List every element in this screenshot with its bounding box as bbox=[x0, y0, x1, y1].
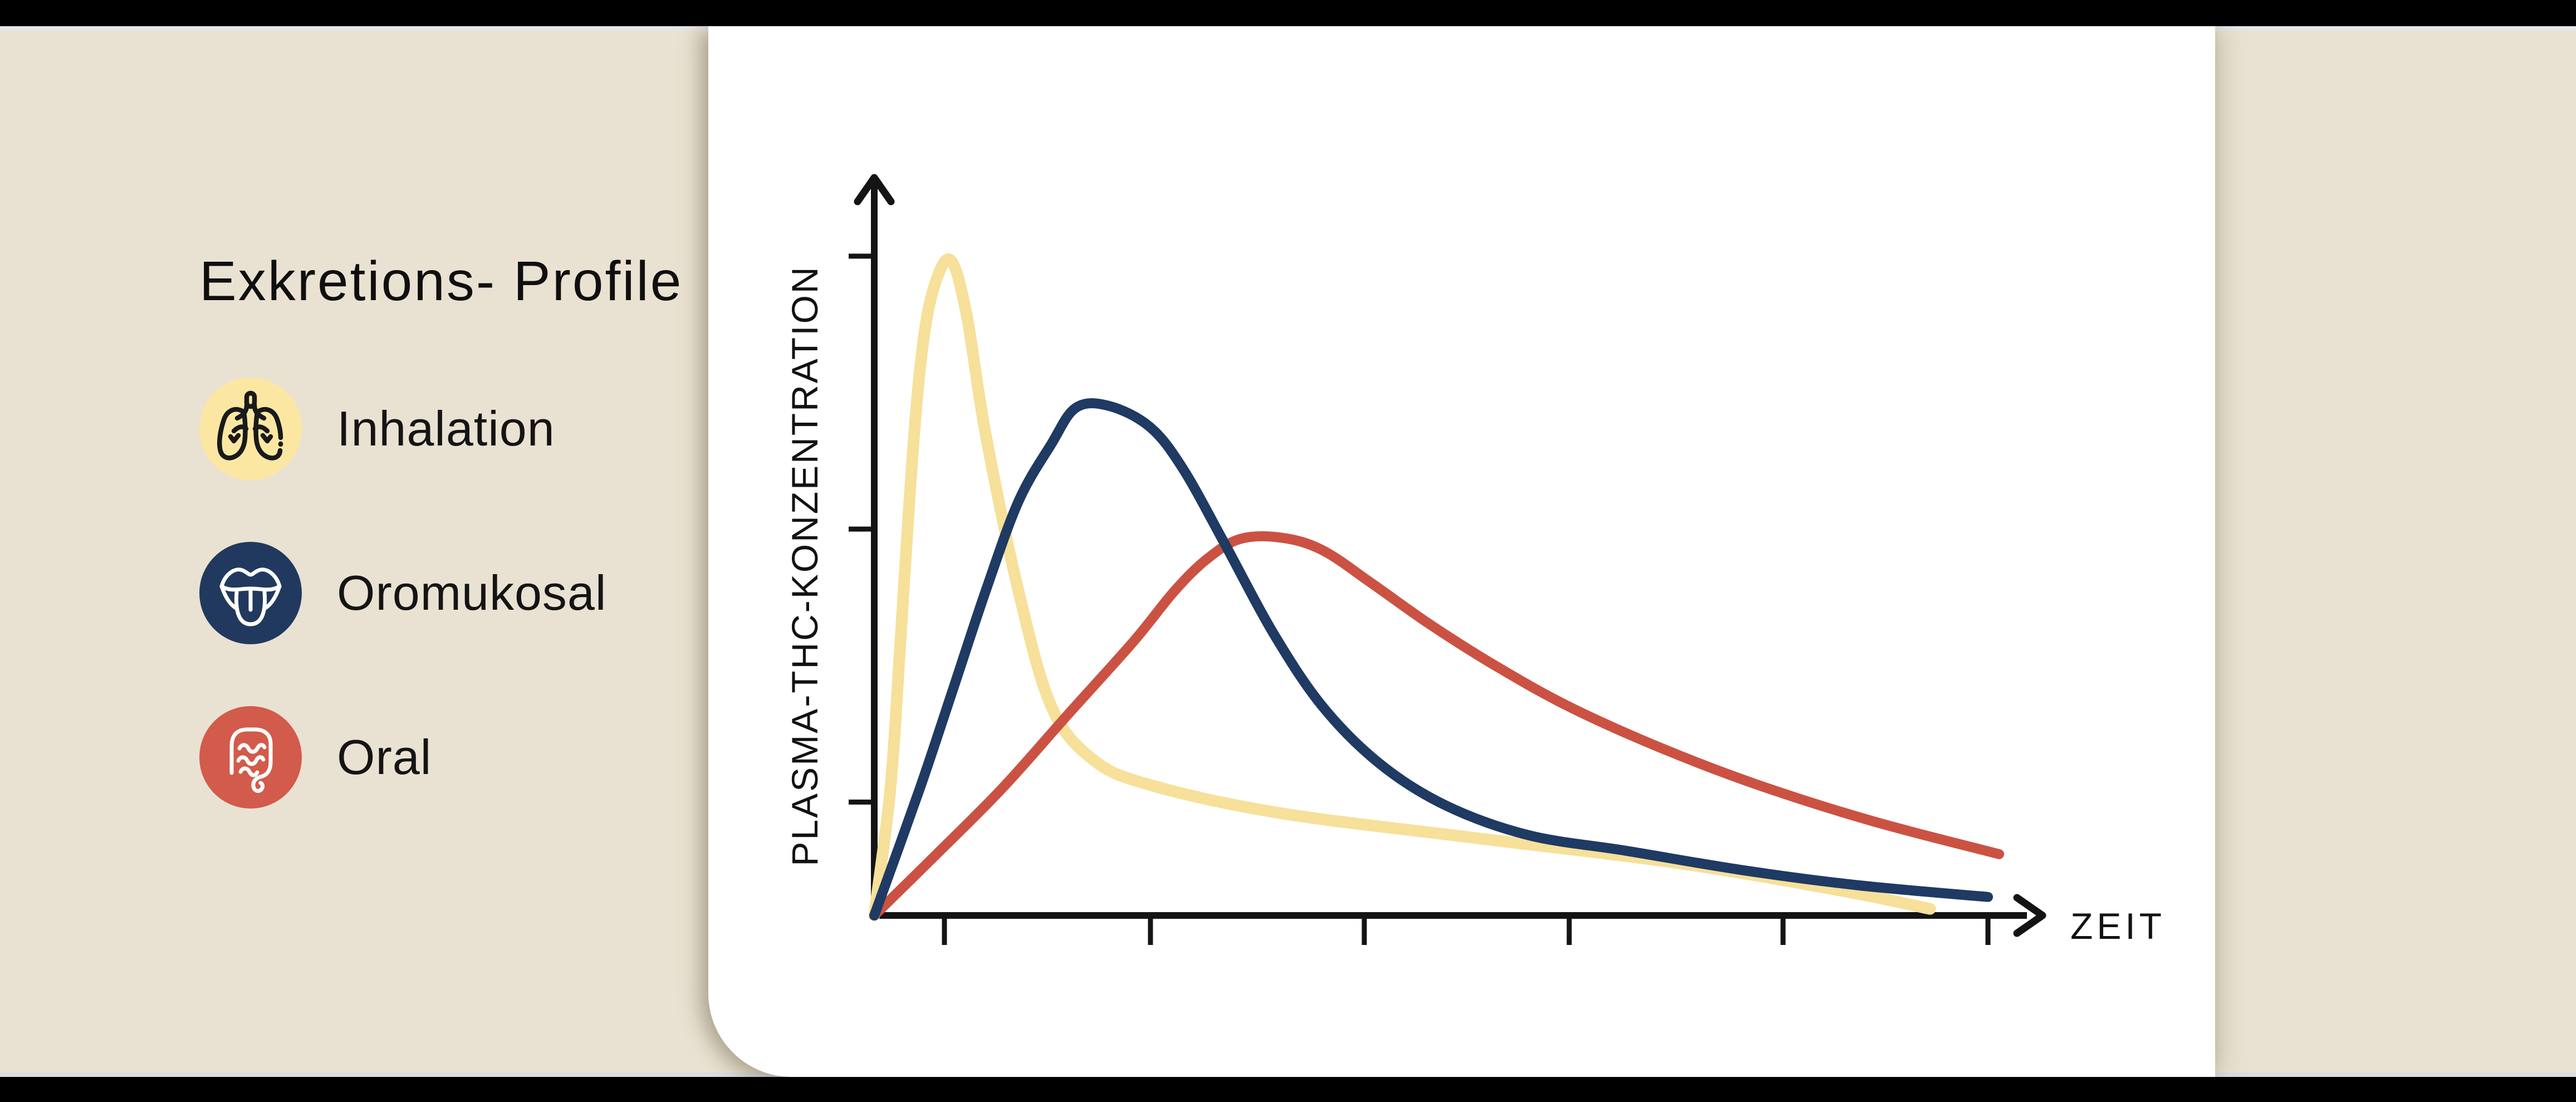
legend-item-inhalation: Inhalation bbox=[199, 378, 555, 480]
legend-item-oromukosal: Oromukosal bbox=[199, 542, 606, 644]
letterbox-bar-bottom bbox=[0, 1077, 2576, 1102]
legend-circle bbox=[199, 706, 302, 809]
legend-label: Oral bbox=[337, 729, 432, 785]
page-title: Exkretions- Profile bbox=[199, 250, 683, 312]
chart-card bbox=[708, 26, 2215, 1077]
letterbox-bar-top bbox=[0, 0, 2576, 26]
intestines-icon bbox=[199, 706, 302, 809]
legend-label: Inhalation bbox=[337, 401, 555, 456]
legend-label: Oromukosal bbox=[337, 565, 607, 620]
lungs-icon bbox=[199, 378, 302, 480]
legend-item-oral: Oral bbox=[199, 706, 432, 809]
tongue-icon bbox=[199, 542, 302, 644]
